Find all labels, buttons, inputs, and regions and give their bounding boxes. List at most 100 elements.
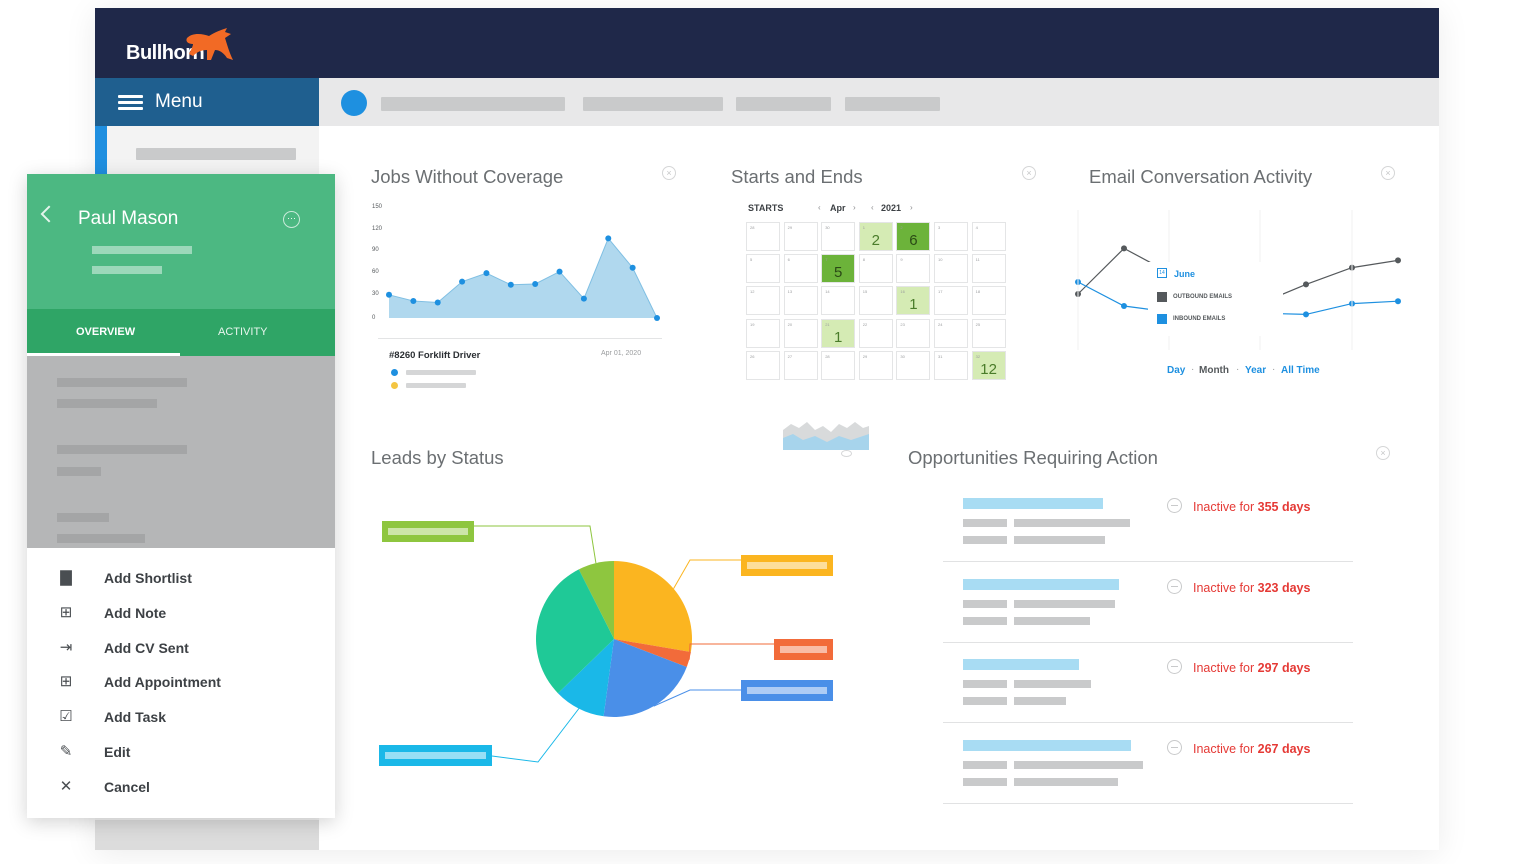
range-all-time[interactable]: All Time: [1281, 365, 1320, 376]
menu-button[interactable]: Menu: [95, 78, 319, 126]
calendar-day[interactable]: 5: [746, 254, 780, 284]
tab-activity[interactable]: ACTIVITY: [180, 309, 335, 356]
day-number: 27: [787, 353, 793, 359]
calendar-day[interactable]: 8: [858, 254, 893, 284]
opportunity-row[interactable]: Inactive for 297 days: [943, 643, 1353, 723]
calendar-day[interactable]: 4: [971, 222, 1006, 251]
calendar-day[interactable]: 19: [746, 318, 780, 348]
nav-item-placeholder[interactable]: [381, 97, 565, 111]
calendar-day[interactable]: 25: [971, 318, 1006, 348]
pencil-icon: ✎: [59, 743, 73, 760]
tab-overview[interactable]: OVERVIEW: [27, 309, 180, 356]
rail-item-placeholder[interactable]: [136, 148, 296, 160]
starts-close-icon[interactable]: ×: [1022, 166, 1036, 180]
opportunity-row[interactable]: Inactive for 323 days: [943, 563, 1353, 643]
bullhorn-logo[interactable]: Bullhorn: [126, 42, 205, 65]
calendar-day[interactable]: 12: [746, 286, 780, 316]
dismiss-circle-icon[interactable]: [1167, 740, 1182, 755]
calendar-day[interactable]: 15: [858, 286, 893, 316]
calendar-day[interactable]: 28: [746, 222, 780, 251]
calendar-day[interactable]: 10: [934, 254, 968, 284]
action-item[interactable]: ▇ Add Shortlist: [27, 563, 335, 593]
calendar-day[interactable]: 24: [934, 318, 968, 348]
year-next-icon[interactable]: ›: [910, 203, 913, 212]
jobs-close-icon[interactable]: ×: [662, 166, 676, 180]
candidate-name: Paul Mason: [78, 208, 179, 229]
action-label: Add Note: [104, 604, 167, 621]
calendar-day[interactable]: 23: [896, 318, 931, 348]
dismiss-circle-icon[interactable]: [1167, 579, 1182, 594]
calendar-day[interactable]: 27: [783, 350, 818, 380]
range-day[interactable]: Day: [1167, 365, 1186, 376]
calendar-day[interactable]: 29: [783, 222, 818, 251]
legend-label-placeholder: [747, 687, 827, 694]
data-point: [1121, 303, 1127, 309]
calendar-day[interactable]: 31: [934, 350, 968, 380]
calendar-day[interactable]: 17: [934, 286, 968, 316]
panel-overview-content: [27, 356, 335, 548]
opportunity-row[interactable]: Inactive for 267 days: [943, 724, 1353, 804]
calendar-day[interactable]: 32 12: [971, 350, 1006, 380]
back-chevron-icon[interactable]: [40, 205, 58, 223]
action-label: Add Task: [104, 709, 166, 726]
action-item[interactable]: ⇥ Add CV Sent: [27, 633, 335, 663]
email-close-icon[interactable]: ×: [1381, 166, 1395, 180]
calendar-day[interactable]: 16 1: [896, 286, 931, 316]
calendar-day[interactable]: 21 1: [821, 318, 856, 348]
status-dot: [391, 369, 398, 376]
calendar-day[interactable]: 30: [821, 222, 856, 251]
thumbnail-handle[interactable]: [841, 450, 852, 457]
day-number: 8: [862, 257, 866, 263]
calendar-day[interactable]: 29: [858, 350, 893, 380]
month-next-icon[interactable]: ›: [853, 203, 856, 212]
nav-item-placeholder[interactable]: [845, 97, 940, 111]
opps-close-icon[interactable]: ×: [1376, 446, 1390, 460]
calendar-day[interactable]: 11: [971, 254, 1006, 284]
data-point: [483, 270, 490, 277]
calendar-day[interactable]: 6: [783, 254, 818, 284]
action-item[interactable]: ⊞ Add Note: [27, 598, 335, 628]
calendar-day[interactable]: 22: [858, 318, 893, 348]
range-month[interactable]: Month: [1199, 365, 1229, 376]
action-item[interactable]: ⊞ Add Appointment: [27, 667, 335, 697]
action-item[interactable]: ✎ Edit: [27, 737, 335, 767]
day-number: 25: [975, 321, 981, 327]
month-prev-icon[interactable]: ‹: [818, 203, 821, 212]
calendar-day[interactable]: 30: [896, 350, 931, 380]
job-title[interactable]: #8260 Forklift Driver: [389, 350, 481, 361]
dismiss-circle-icon[interactable]: [1167, 659, 1182, 674]
calendar-day[interactable]: 28: [821, 350, 856, 380]
inbound-swatch: [1157, 314, 1167, 324]
calendar-day[interactable]: 18: [971, 286, 1006, 316]
action-item[interactable]: ✕ Cancel: [27, 772, 335, 802]
legend-label-placeholder: [388, 528, 468, 535]
chart-divider: [378, 338, 662, 339]
calendar-day[interactable]: 13: [783, 286, 818, 316]
text-placeholder: [1014, 519, 1130, 527]
action-item[interactable]: ☑ Add Task: [27, 702, 335, 732]
drag-thumbnail[interactable]: [781, 416, 871, 452]
more-options-icon[interactable]: ···: [283, 211, 300, 228]
calendar-plus-icon: ⊞: [59, 673, 73, 691]
email-widget-title: Email Conversation Activity: [1089, 166, 1313, 187]
calendar-day[interactable]: 20: [783, 318, 818, 348]
calendar-day[interactable]: 26: [746, 350, 780, 380]
avatar[interactable]: [341, 90, 367, 116]
opportunity-row[interactable]: Inactive for 355 days: [943, 482, 1353, 562]
calendar-day[interactable]: 14: [821, 286, 856, 316]
year-prev-icon[interactable]: ‹: [871, 203, 874, 212]
opportunity-title-placeholder: [963, 579, 1119, 590]
calendar-day[interactable]: 9: [896, 254, 931, 284]
range-year[interactable]: Year: [1245, 365, 1267, 376]
nav-item-placeholder[interactable]: [736, 97, 831, 111]
nav-item-placeholder[interactable]: [583, 97, 723, 111]
day-number: 9: [900, 257, 903, 263]
text-placeholder: [57, 534, 145, 543]
dismiss-circle-icon[interactable]: [1167, 498, 1182, 513]
day-number: 28: [750, 225, 755, 230]
menu-label: Menu: [155, 91, 203, 112]
calendar-day[interactable]: 3: [934, 222, 968, 251]
